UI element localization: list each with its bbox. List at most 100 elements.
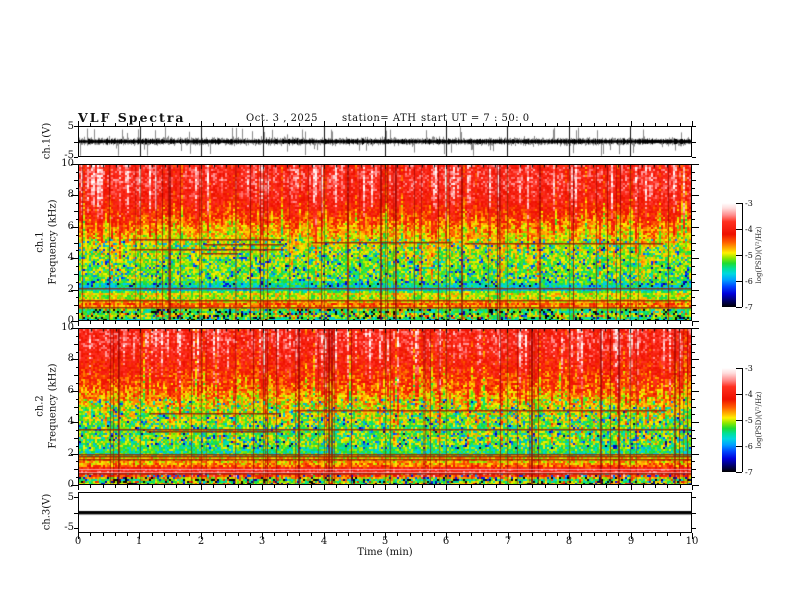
tick	[692, 533, 693, 539]
tick	[508, 485, 509, 490]
tick	[348, 123, 349, 126]
tick	[545, 321, 546, 324]
tick	[336, 123, 337, 126]
tick	[311, 123, 312, 126]
tick	[692, 172, 695, 173]
tick	[618, 533, 619, 536]
tick	[520, 123, 521, 126]
tick	[459, 533, 460, 536]
tick	[74, 305, 78, 306]
tick	[569, 321, 570, 326]
tick	[742, 203, 743, 307]
tick	[262, 533, 263, 539]
tick	[446, 321, 447, 326]
tick	[176, 123, 177, 126]
tick	[75, 461, 78, 462]
ch2-spec-channel-label: ch.2	[34, 395, 46, 417]
panel-ch1-waveform	[78, 126, 692, 157]
tick	[692, 454, 699, 455]
tick	[299, 321, 300, 324]
tick	[75, 188, 78, 189]
tick	[78, 533, 79, 539]
tick	[410, 123, 411, 126]
tick	[373, 123, 374, 126]
tick	[569, 121, 570, 126]
tick	[532, 321, 533, 324]
tick	[201, 321, 202, 326]
time-tick-label: 5	[381, 536, 389, 547]
tick	[508, 121, 509, 126]
tick	[139, 485, 140, 490]
tick	[483, 321, 484, 324]
tick	[594, 485, 595, 488]
tick	[74, 274, 78, 275]
tick	[238, 123, 239, 126]
tick	[250, 485, 251, 488]
tick	[238, 321, 239, 324]
tick	[692, 203, 695, 204]
colorbar-tick-label: -3	[745, 364, 753, 373]
tick	[581, 123, 582, 126]
tick	[71, 454, 78, 455]
tick	[75, 446, 78, 447]
tick	[569, 485, 570, 490]
tick	[385, 485, 386, 490]
tick	[692, 180, 696, 181]
tick	[471, 123, 472, 126]
tick	[483, 485, 484, 488]
freq-tick-label: 4	[67, 416, 74, 427]
tick	[692, 422, 699, 423]
time-tick-label: 6	[442, 536, 450, 547]
time-tick-label: 0	[74, 536, 82, 547]
tick	[74, 126, 78, 127]
tick	[397, 123, 398, 126]
tick	[667, 485, 668, 488]
time-tick-label: 4	[320, 536, 328, 547]
time-tick-label: 10	[685, 536, 699, 547]
tick	[557, 533, 558, 536]
tick	[189, 123, 190, 126]
tick	[692, 497, 696, 498]
tick	[434, 123, 435, 126]
tick	[75, 297, 78, 298]
freq-tick-label: 2	[67, 448, 74, 459]
tick	[483, 533, 484, 536]
tick	[692, 430, 695, 431]
tick	[692, 142, 696, 143]
colorbar-tick-label: -3	[745, 199, 753, 208]
tick	[287, 123, 288, 126]
tick	[496, 123, 497, 126]
tick	[581, 321, 582, 324]
tick	[692, 328, 699, 329]
tick	[176, 533, 177, 536]
freq-tick-label: 6	[67, 221, 74, 232]
tick	[692, 344, 696, 345]
tick	[410, 485, 411, 488]
tick	[736, 446, 742, 447]
tick	[385, 321, 386, 326]
panel-ch2-spectrogram	[78, 328, 692, 485]
tick	[213, 485, 214, 488]
tick	[274, 123, 275, 126]
tick	[736, 368, 742, 369]
tick	[75, 352, 78, 353]
tick	[736, 255, 742, 256]
tick	[692, 321, 693, 326]
tick	[360, 485, 361, 488]
tick	[348, 485, 349, 488]
tick	[336, 533, 337, 536]
ch3-wave-ylabel: ch.3(V)	[41, 493, 53, 531]
tick	[90, 485, 91, 488]
tick	[213, 321, 214, 324]
tick	[164, 123, 165, 126]
tick	[581, 533, 582, 536]
tick	[667, 533, 668, 536]
tick	[74, 211, 78, 212]
freq-tick-label: 2	[67, 284, 74, 295]
tick	[274, 533, 275, 536]
ch1-ytick-5: 5	[67, 121, 74, 132]
tick	[373, 533, 374, 536]
tick	[643, 321, 644, 324]
tick	[692, 352, 695, 353]
tick	[594, 321, 595, 324]
